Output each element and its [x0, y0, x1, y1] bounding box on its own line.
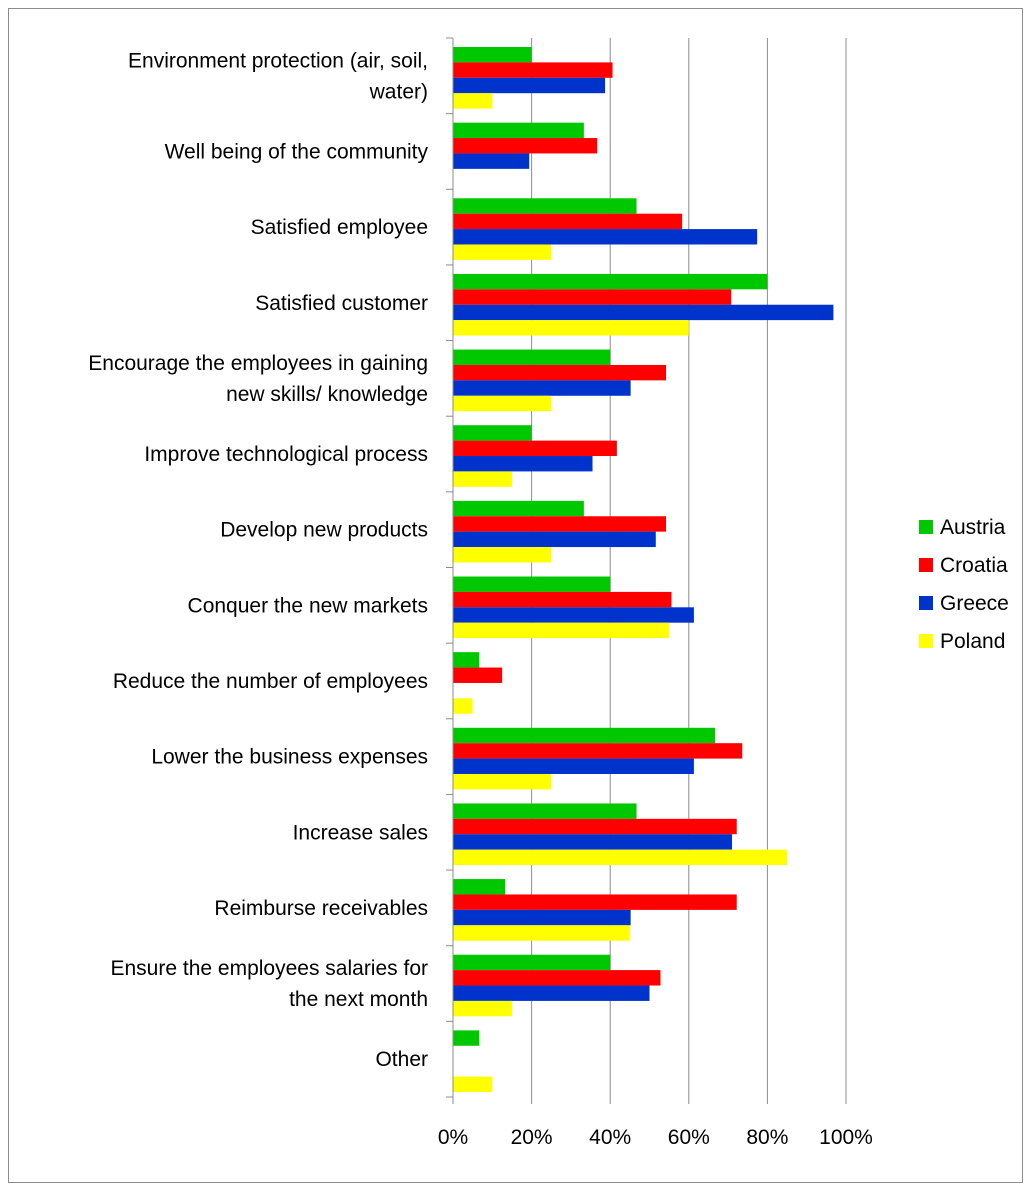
- bar-austria-6: [453, 500, 584, 517]
- category-label-7-0: Conquer the new markets: [188, 594, 428, 617]
- bar-poland-10: [453, 849, 788, 866]
- category-label-8-0: Reduce the number of employees: [113, 670, 428, 693]
- legend-label-croatia: Croatia: [940, 554, 1008, 577]
- category-label-11-0: Reimburse receivables: [214, 897, 428, 920]
- bar-austria-0: [453, 47, 532, 63]
- category-label-4-1: new skills/ knowledge: [226, 383, 428, 406]
- bar-austria-3: [453, 273, 768, 290]
- bar-poland-2: [453, 244, 552, 260]
- legend-swatch-poland: [919, 634, 933, 648]
- bar-croatia-3: [453, 289, 732, 305]
- bar-greece-9: [453, 758, 694, 774]
- bar-poland-6: [453, 547, 552, 563]
- bar-greece-11: [453, 909, 631, 926]
- x-tick-label-5: 100%: [819, 1126, 873, 1149]
- category-label-12-0: Ensure the employees salaries for: [111, 957, 429, 980]
- legend-label-poland: Poland: [940, 630, 1005, 653]
- legend-swatch-austria: [919, 520, 933, 534]
- bar-greece-5: [453, 456, 593, 472]
- category-label-6-0: Develop new products: [220, 519, 428, 542]
- bar-greece-6: [453, 531, 656, 548]
- bar-croatia-8: [453, 667, 503, 683]
- bar-poland-4: [453, 395, 552, 412]
- category-label-3-0: Satisfied customer: [255, 292, 428, 315]
- bar-austria-5: [453, 425, 532, 441]
- bar-austria-2: [453, 198, 637, 214]
- bar-austria-12: [453, 954, 611, 971]
- category-label-0-0: Environment protection (air, soil,: [128, 49, 428, 72]
- bar-austria-7: [453, 576, 611, 592]
- legend-swatch-greece: [919, 596, 933, 610]
- bar-greece-7: [453, 607, 694, 623]
- bar-greece-3: [453, 304, 834, 321]
- bar-croatia-5: [453, 440, 617, 457]
- bar-croatia-7: [453, 591, 672, 608]
- bar-croatia-2: [453, 213, 683, 230]
- x-tick-label-3: 60%: [668, 1126, 710, 1149]
- bar-croatia-1: [453, 138, 598, 154]
- bar-poland-3: [453, 320, 689, 336]
- bar-poland-0: [453, 93, 493, 109]
- bar-poland-12: [453, 1000, 512, 1017]
- bar-austria-9: [453, 727, 716, 744]
- legend-label-austria: Austria: [940, 516, 1006, 539]
- x-tick-label-0: 0%: [438, 1126, 468, 1149]
- bar-greece-0: [453, 77, 606, 94]
- bar-poland-7: [453, 622, 670, 639]
- bar-poland-8: [453, 698, 473, 714]
- bar-austria-8: [453, 652, 480, 668]
- bar-austria-1: [453, 122, 584, 139]
- bar-poland-11: [453, 925, 630, 941]
- category-label-12-1: the next month: [289, 988, 428, 1011]
- bar-poland-9: [453, 773, 552, 790]
- bar-austria-10: [453, 803, 637, 819]
- bar-austria-13: [453, 1030, 480, 1046]
- category-label-13-0: Other: [375, 1048, 428, 1071]
- bar-croatia-4: [453, 364, 667, 381]
- category-label-5-0: Improve technological process: [144, 443, 428, 466]
- category-label-1-0: Well being of the community: [165, 140, 429, 163]
- x-tick-label-2: 40%: [589, 1126, 631, 1149]
- bar-austria-11: [453, 879, 506, 895]
- bar-croatia-6: [453, 516, 667, 532]
- legend-label-greece: Greece: [940, 592, 1009, 615]
- bar-croatia-0: [453, 62, 613, 78]
- bar-austria-4: [453, 349, 611, 365]
- legend-swatch-croatia: [919, 558, 933, 572]
- bar-greece-1: [453, 153, 530, 169]
- bar-croatia-11: [453, 894, 737, 910]
- bar-poland-5: [453, 471, 512, 487]
- bar-greece-10: [453, 834, 733, 850]
- bar-poland-13: [453, 1076, 493, 1092]
- x-tick-label-1: 20%: [511, 1126, 553, 1149]
- category-label-4-0: Encourage the employees in gaining: [88, 352, 428, 375]
- bar-greece-4: [453, 380, 631, 396]
- bar-greece-12: [453, 985, 650, 1001]
- category-label-9-0: Lower the business expenses: [151, 746, 428, 769]
- bar-greece-2: [453, 229, 758, 245]
- bar-croatia-9: [453, 743, 743, 759]
- category-label-10-0: Increase sales: [293, 821, 428, 844]
- x-tick-label-4: 80%: [746, 1126, 788, 1149]
- category-label-2-0: Satisfied employee: [251, 216, 428, 239]
- bar-croatia-12: [453, 970, 661, 986]
- category-label-0-1: water): [369, 80, 428, 103]
- bar-croatia-10: [453, 818, 737, 835]
